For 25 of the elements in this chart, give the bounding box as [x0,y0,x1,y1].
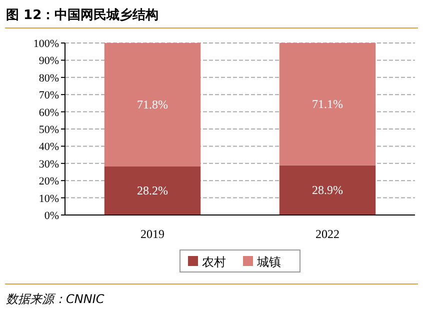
y-tick-label: 100% [33,38,59,50]
data-label: 28.9% [312,183,343,198]
y-tick-label: 40% [38,141,59,154]
data-label: 71.1% [312,97,343,112]
source-note: 数据来源：CNNIC [6,292,105,306]
y-tick-label: 0% [44,210,59,222]
y-tick-label: 90% [38,55,59,68]
x-tick-label: 2022 [316,227,340,241]
y-tick-label: 60% [38,106,59,119]
y-tick-label: 30% [38,158,59,170]
legend-label: 城镇 [256,255,281,269]
y-tick-label: 80% [38,72,59,84]
x-tick-label: 2019 [140,227,164,241]
bar [104,43,201,166]
y-tick-label: 70% [38,90,59,102]
y-tick-label: 20% [38,176,59,188]
bar [104,166,201,215]
bar [279,43,376,166]
data-label: 71.8% [137,98,168,112]
title: 图 12：中国网民城乡结构 [6,8,159,23]
y-tick-label: 10% [38,192,59,205]
data-label: 28.2% [137,184,168,198]
legend-label: 农村 [202,255,226,269]
bar [279,165,376,215]
y-tick-label: 50% [38,124,59,136]
